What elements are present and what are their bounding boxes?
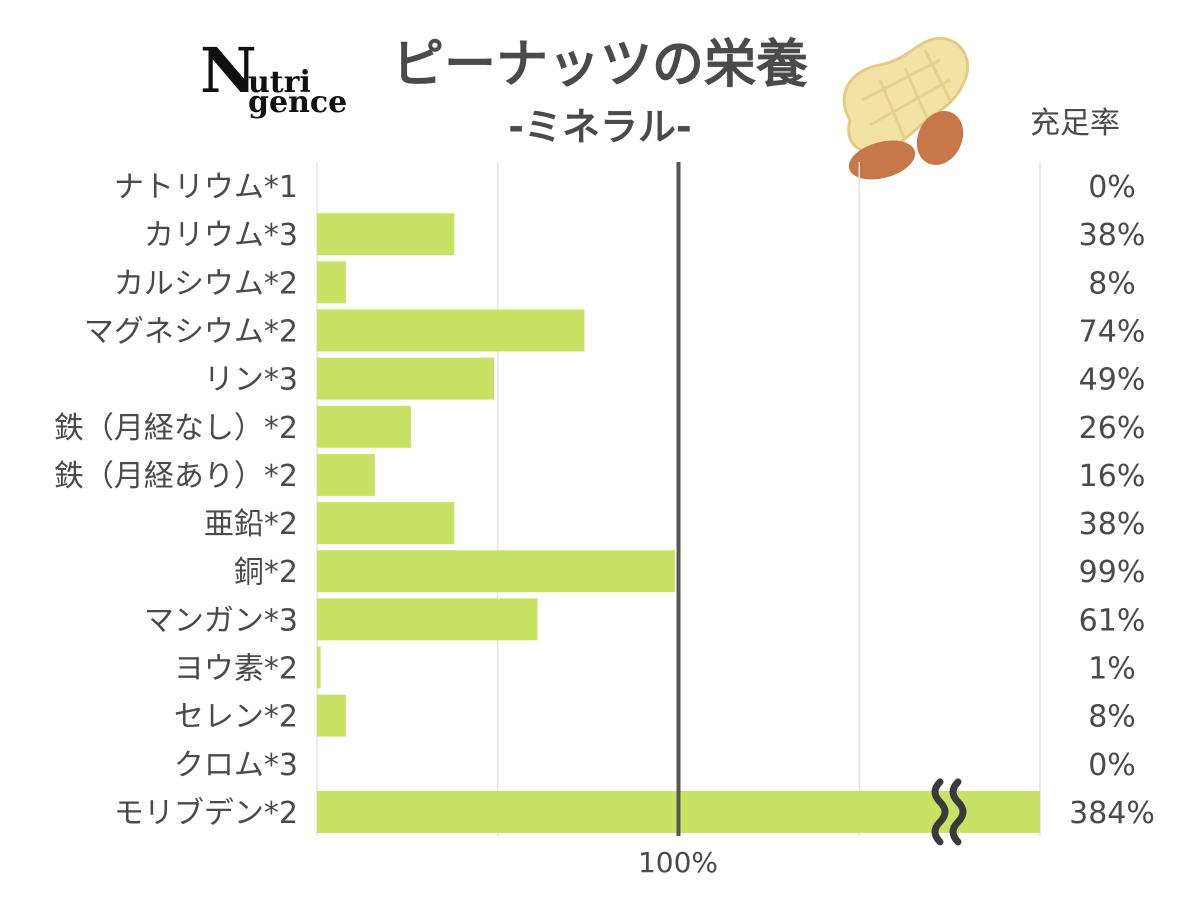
- value-label-13: 384%: [1069, 796, 1155, 831]
- value-label-6: 16%: [1079, 459, 1146, 494]
- logo-line-gence: gence: [248, 85, 347, 120]
- category-label-8: 銅*2: [234, 555, 298, 590]
- category-label-6: 鉄（月経あり）*2: [54, 459, 298, 494]
- category-label-10: ヨウ素*2: [174, 652, 298, 687]
- value-label-10: 1%: [1088, 652, 1136, 687]
- value-label-4: 49%: [1079, 363, 1146, 398]
- chart-title: ピーナッツの栄養: [392, 35, 808, 95]
- value-label-12: 0%: [1088, 748, 1136, 783]
- category-label-0: ナトリウム*1: [114, 170, 298, 205]
- bar-3: [317, 309, 585, 352]
- peanut-icon: [842, 37, 970, 180]
- value-label-5: 26%: [1079, 411, 1146, 446]
- category-label-1: カリウム*3: [144, 218, 298, 253]
- category-label-12: クロム*3: [174, 748, 298, 783]
- logo-letter-n: N: [200, 34, 257, 107]
- category-labels: ナトリウム*1 カリウム*3 カルシウム*2 マグネシウム*2 リン*3 鉄（月経なし）*…: [54, 170, 298, 831]
- value-label-7: 38%: [1079, 507, 1146, 542]
- pct-column-header: 充足率: [1030, 106, 1120, 141]
- category-label-3: マグネシウム*2: [84, 315, 298, 350]
- axis-break-wave-1: [949, 778, 967, 846]
- bar-5: [317, 405, 411, 448]
- logo-line-utri: utri: [248, 65, 311, 100]
- bar-7: [317, 502, 455, 545]
- value-label-11: 8%: [1088, 700, 1136, 735]
- axis-break-wave-0: [931, 778, 949, 846]
- bar-10: [317, 646, 321, 689]
- chart-subtitle: -ミネラル-: [508, 105, 692, 149]
- bar-6: [317, 453, 375, 496]
- value-label-3: 74%: [1079, 315, 1146, 350]
- category-label-7: 亜鉛*2: [204, 507, 298, 542]
- bar-11: [317, 694, 346, 737]
- nutrigence-logo: N utri gence: [200, 34, 347, 120]
- category-label-13: モリブデン*2: [114, 796, 298, 831]
- category-label-5: 鉄（月経なし）*2: [54, 411, 298, 446]
- bar-9: [317, 598, 538, 641]
- value-label-9: 61%: [1079, 603, 1146, 638]
- bar-4: [317, 357, 495, 400]
- category-label-9: マンガン*3: [144, 603, 298, 638]
- value-label-0: 0%: [1088, 170, 1136, 205]
- value-labels: 0% 38% 8% 74% 49% 26% 16% 38% 99% 61% 1% 8% 0% 384%: [1069, 170, 1155, 831]
- axis-break-marker: [931, 778, 967, 846]
- value-label-1: 38%: [1079, 218, 1146, 253]
- value-label-2: 8%: [1088, 266, 1136, 301]
- bar-2: [317, 261, 346, 304]
- bar-1: [317, 213, 455, 256]
- category-label-11: セレン*2: [174, 700, 298, 735]
- category-label-4: リン*3: [204, 363, 298, 398]
- bar-8: [317, 550, 675, 593]
- x-tick-label-100: 100%: [638, 846, 718, 879]
- value-label-8: 99%: [1079, 555, 1146, 590]
- category-label-2: カルシウム*2: [114, 266, 298, 301]
